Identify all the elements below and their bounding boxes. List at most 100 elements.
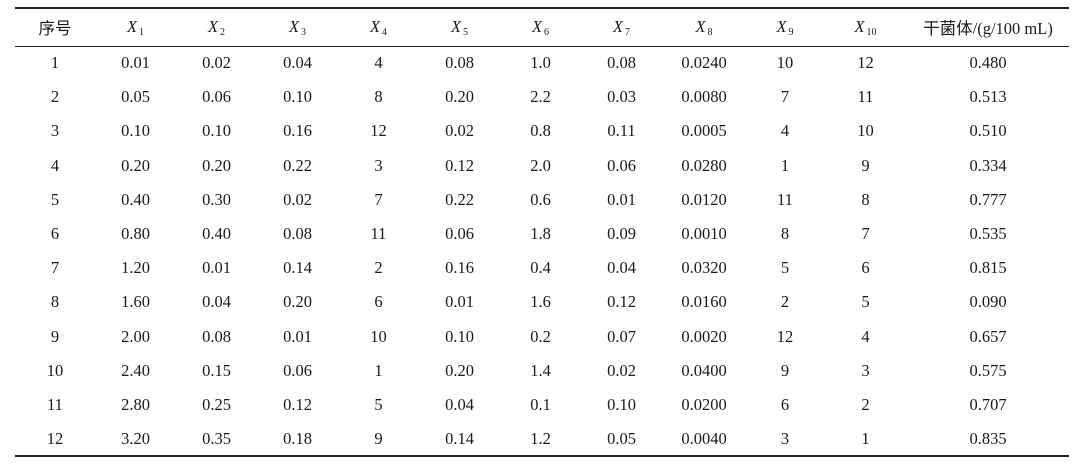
table-cell: 0.12 xyxy=(445,155,474,175)
table-cell: 10 xyxy=(857,121,874,141)
table-cell: 0.20 xyxy=(445,87,474,107)
table-cell: 9 xyxy=(861,155,870,175)
variable-base: X xyxy=(207,16,219,36)
variable-base: X xyxy=(612,16,624,36)
table-cell: 0.01 xyxy=(445,292,474,312)
variable-subscript: 2 xyxy=(220,26,226,38)
table-cell: 0.0080 xyxy=(681,87,727,107)
table-cell: 7 xyxy=(780,87,790,107)
table-cell: 0.10 xyxy=(202,121,231,141)
table-cell: 2.0 xyxy=(530,155,551,175)
table-row: 11 2.80 0.25 0.12 5 0.04 0.1 0.10 0.0200 6 2 0.707 xyxy=(15,388,1069,422)
table-cell: 0.04 xyxy=(283,53,312,73)
table-cell: 3 xyxy=(374,155,383,175)
table-cell: 11 xyxy=(857,87,874,107)
table-cell: 0.08 xyxy=(607,53,636,73)
table-cell: 0.22 xyxy=(283,155,312,175)
table-cell: 7 xyxy=(861,224,870,244)
table-cell: 0.10 xyxy=(283,87,312,107)
variable-base: X xyxy=(369,16,381,36)
table-cell: 0.575 xyxy=(969,360,1007,380)
table-cell: 2.2 xyxy=(530,87,551,107)
table-cell: 8 xyxy=(780,224,790,244)
column-header-1: 序号 xyxy=(15,7,95,47)
table-cell: 0.06 xyxy=(445,224,474,244)
table-cell: 0.0320 xyxy=(681,258,727,278)
table-cell: 3 xyxy=(861,360,870,380)
table-cell: 8 xyxy=(374,87,383,107)
table-cell: 5 xyxy=(374,394,383,414)
table-cell: 0.480 xyxy=(969,53,1007,73)
row-index-cell: 11 xyxy=(47,394,63,414)
table-cell: 0.02 xyxy=(607,360,636,380)
table-cell: 0.80 xyxy=(121,224,150,244)
table-cell: 1 xyxy=(374,360,383,380)
row-index-cell: 12 xyxy=(15,422,95,458)
table-cell: 6 xyxy=(374,292,383,312)
table-cell: 0.20 xyxy=(283,292,312,312)
table-cell: 0.2 xyxy=(530,326,551,346)
table-cell: 2.40 xyxy=(121,360,150,380)
table-cell: 0.1 xyxy=(530,394,551,414)
table-cell: 0.08 xyxy=(283,224,312,244)
table-cell: 12 xyxy=(857,53,874,73)
table-cell: 0.513 xyxy=(969,87,1007,107)
table-cell: 5 xyxy=(861,292,870,312)
table-cell: 0.05 xyxy=(581,422,662,458)
table-cell: 0.0240 xyxy=(681,53,727,73)
table-cell: 0.535 xyxy=(969,224,1007,244)
table-cell: 1.2 xyxy=(500,422,581,458)
table-cell: 0.02 xyxy=(283,189,312,209)
table-row: 5 0.40 0.30 0.02 7 0.22 0.6 0.01 0.0120 11 8 0.777 xyxy=(15,183,1069,217)
variable-label: X 10 xyxy=(854,17,877,38)
row-index-cell: 4 xyxy=(50,155,60,175)
table-cell: 0.090 xyxy=(969,292,1007,312)
table-cell: 0.4 xyxy=(530,258,551,278)
table-cell: 0.06 xyxy=(283,360,312,380)
column-header-12: 干菌体/(g/100 mL) xyxy=(907,7,1069,47)
table-row: 7 1.20 0.01 0.14 2 0.16 0.4 0.04 0.0320 5 6 0.815 xyxy=(15,251,1069,285)
table-cell: 0.10 xyxy=(607,394,636,414)
table-cell: 0.16 xyxy=(445,258,474,278)
table-cell: 0.30 xyxy=(202,189,231,209)
table-cell: 6 xyxy=(861,258,870,278)
table-cell: 0.04 xyxy=(202,292,231,312)
table-cell: 0.05 xyxy=(121,87,150,107)
row-index-cell: 1 xyxy=(50,53,60,73)
table-cell: 0.01 xyxy=(202,258,231,278)
table-cell: 10 xyxy=(370,326,387,346)
table-cell: 0.657 xyxy=(969,326,1007,346)
table-cell: 0.707 xyxy=(969,394,1007,414)
column-header-11: X 10 xyxy=(824,7,907,47)
table-cell: 0.01 xyxy=(283,326,312,346)
row-index-cell: 7 xyxy=(50,258,60,278)
table-cell: 0.10 xyxy=(445,326,474,346)
row-index-cell: 8 xyxy=(50,292,60,312)
table-cell: 0.01 xyxy=(607,189,636,209)
row-index-cell: 6 xyxy=(50,224,60,244)
table-cell: 0.0010 xyxy=(681,224,727,244)
table-cell: 0.0400 xyxy=(681,360,727,380)
table-cell: 2 xyxy=(861,394,870,414)
variable-subscript: 10 xyxy=(866,26,877,38)
table-cell: 0.14 xyxy=(419,422,500,458)
variable-subscript: 9 xyxy=(788,26,794,38)
table-row: 1 0.01 0.02 0.04 4 0.08 1.0 0.08 0.0240 10 12 0.480 xyxy=(15,46,1069,80)
table-cell: 11 xyxy=(370,224,387,244)
table-cell: 0.12 xyxy=(283,394,312,414)
table-cell: 4 xyxy=(374,53,383,73)
table-cell: 2.80 xyxy=(121,394,150,414)
table-cell: 0.8 xyxy=(530,121,551,141)
table-cell: 1 xyxy=(824,422,907,458)
